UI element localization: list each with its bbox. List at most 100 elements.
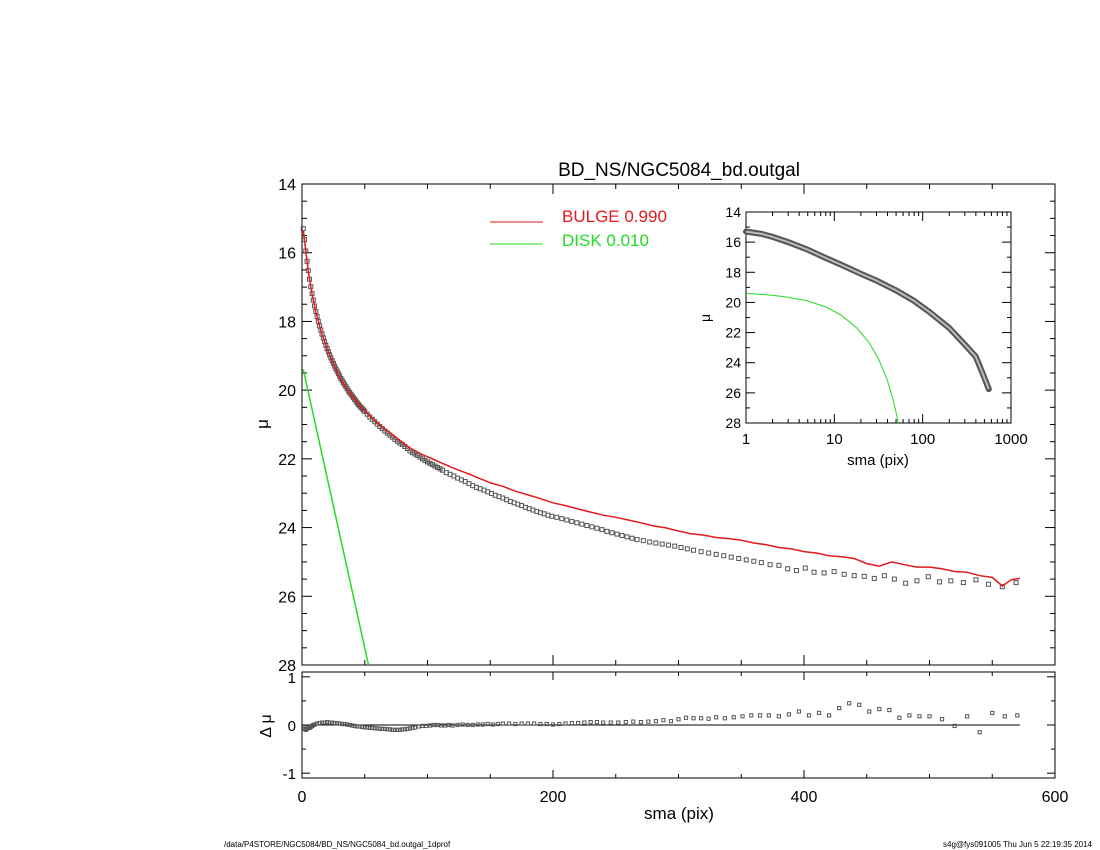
data-point (914, 578, 920, 584)
main-axis-ticks (301, 183, 1056, 666)
data-point (589, 524, 595, 530)
residual-point (352, 723, 357, 729)
inset-y-tick-label: 24 (725, 355, 741, 371)
residual-point (588, 720, 593, 725)
data-point (604, 528, 610, 534)
residual-point (390, 727, 395, 732)
residual-point (355, 724, 360, 729)
residual-point (387, 727, 392, 732)
data-point (736, 555, 742, 561)
residual-point (847, 701, 852, 706)
residual-point (340, 721, 345, 727)
residual-point (312, 722, 317, 727)
residual-point (325, 720, 330, 725)
residual-point (400, 727, 405, 732)
x-tick-label: 400 (791, 789, 818, 806)
residual-point (392, 727, 397, 732)
inset-y-tick-label: 28 (725, 415, 741, 431)
residual-y-tick-label: 0 (288, 718, 296, 735)
data-point (409, 450, 415, 456)
residual-y-tick-label: -1 (283, 766, 296, 783)
inset-disk-line (745, 292, 899, 424)
residual-point (495, 721, 500, 727)
data-point (357, 403, 363, 409)
inset-plot-frame (745, 211, 1012, 424)
data-point (891, 576, 897, 582)
residual-point (330, 720, 335, 725)
residual-point (519, 721, 524, 726)
residual-point (506, 721, 512, 726)
legend-disk-label: DISK 0.010 (562, 231, 649, 250)
residual-point (347, 722, 352, 728)
data-point (355, 402, 361, 408)
residual-point (990, 710, 995, 716)
residual-point (796, 709, 802, 714)
disk-model-line (302, 369, 370, 666)
residual-point (977, 730, 982, 735)
residual-point (350, 723, 355, 728)
residual-data-layer (301, 701, 1020, 735)
data-point (793, 568, 799, 574)
residual-point (927, 714, 932, 719)
residual-point (317, 720, 322, 726)
data-point (574, 520, 580, 526)
residual-point (594, 720, 600, 725)
data-point (425, 459, 430, 465)
residual-x-tick-labels: 0 200 400 600 (298, 789, 1069, 806)
residual-point (439, 723, 444, 728)
data-point (564, 517, 570, 523)
inset-data-layer (743, 228, 992, 424)
data-point (851, 573, 857, 579)
data-point (584, 523, 590, 529)
residual-point (382, 726, 387, 731)
residual-point (367, 725, 372, 730)
residual-point (550, 722, 556, 727)
data-point (647, 539, 653, 545)
data-point (569, 518, 575, 524)
x-tick-label: 0 (298, 789, 307, 806)
residual-point (601, 720, 606, 725)
inset-x-tick-label: 1 (742, 431, 750, 448)
residual-point (731, 715, 736, 720)
data-point (691, 547, 697, 553)
data-point (713, 551, 719, 557)
residual-point (638, 720, 643, 725)
chart-title: BD_NS/NGC5084_bd.outgal (558, 160, 800, 181)
data-point (811, 569, 817, 575)
residual-point (1015, 713, 1020, 718)
residual-point (544, 721, 549, 727)
residual-point (816, 710, 822, 716)
residual-point (446, 722, 451, 728)
residual-point (420, 723, 425, 729)
data-point (861, 573, 867, 579)
residual-point (410, 725, 415, 730)
data-point (594, 525, 600, 531)
data-point (579, 521, 585, 527)
data-point (614, 531, 620, 537)
y-tick-label: 24 (278, 521, 296, 538)
inset-y-tick-label: 16 (725, 234, 741, 250)
data-point (767, 562, 773, 568)
residual-point (714, 715, 719, 720)
residual-point (691, 716, 696, 721)
residual-point (424, 723, 429, 729)
y-tick-label: 14 (278, 177, 296, 194)
residual-point (532, 721, 537, 726)
residual-point (442, 723, 448, 728)
data-point (841, 571, 847, 577)
data-point (362, 408, 368, 414)
data-point (758, 560, 764, 566)
data-point (624, 534, 630, 540)
residual-point (395, 727, 400, 732)
y-tick-label: 26 (278, 589, 296, 606)
data-point (751, 558, 757, 564)
residual-point (332, 720, 337, 726)
inset-x-axis-label: sma (pix) (847, 452, 909, 469)
residual-point (806, 713, 812, 718)
data-point (659, 541, 665, 547)
residual-point (616, 720, 621, 725)
inset-panel: 14 16 18 20 22 24 26 28 1 10 100 1000 μ sma (pix) (697, 204, 1028, 469)
data-point (903, 580, 909, 586)
residual-point (661, 718, 666, 723)
